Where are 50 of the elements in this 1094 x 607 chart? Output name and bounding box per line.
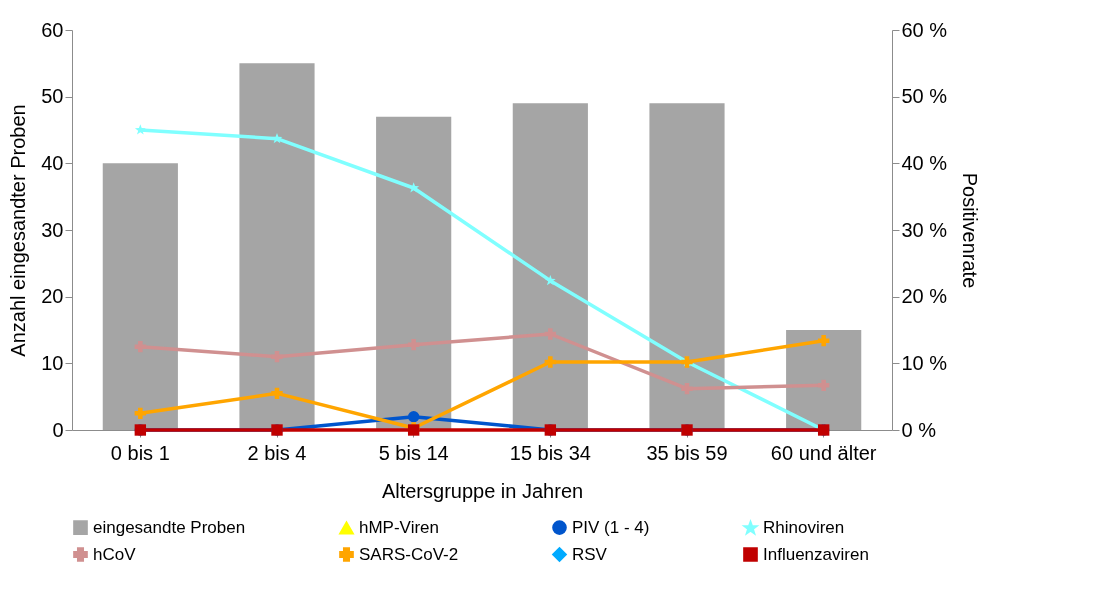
y2-tick-label: 0 % — [901, 418, 937, 441]
y2-tick-label: 10 % — [901, 351, 948, 374]
point — [817, 379, 830, 392]
legend-label: hMP-Viren — [359, 518, 439, 538]
y-tick-label: 20 — [41, 285, 64, 308]
point — [407, 338, 420, 351]
y-axis-title: Anzahl eingesandter Proben — [7, 104, 30, 357]
bar — [376, 116, 452, 430]
y2-tick-label: 50 % — [901, 85, 948, 108]
y2-tick-label: 40 % — [901, 151, 948, 174]
y2-tick-label: 60 % — [901, 18, 948, 41]
legend-label: SARS-CoV-2 — [359, 544, 459, 564]
bar — [786, 330, 862, 430]
point — [134, 340, 147, 353]
point — [134, 407, 147, 420]
bar — [239, 63, 315, 430]
bar — [649, 103, 725, 430]
x-tick-label: 0 bis 1 — [110, 441, 170, 464]
point — [817, 334, 830, 347]
legend-label: RSV — [572, 544, 608, 564]
point — [544, 328, 557, 340]
y2-tick-label: 20 % — [901, 285, 948, 308]
x-tick-label: 2 bis 4 — [247, 441, 307, 464]
legend-label: hCoV — [93, 544, 137, 564]
y-tick-label: 0 — [52, 418, 64, 441]
bar — [102, 163, 178, 430]
point — [134, 124, 146, 135]
legend-label: eingesandte Proben — [93, 517, 246, 537]
x-tick-label: 15 bis 34 — [509, 441, 591, 464]
y2-axis-title: Positivenrate — [959, 172, 982, 289]
x-tick-label: 60 und älter — [770, 441, 877, 464]
y2-tick-label: 30 % — [901, 218, 948, 241]
y-tick-label: 10 — [41, 351, 64, 374]
legend-label: PIV (1 - 4) — [572, 517, 650, 537]
point — [407, 410, 420, 423]
x-axis-title: Altersgruppe in Jahren — [381, 479, 584, 502]
bar — [512, 103, 588, 430]
point — [271, 387, 283, 400]
point — [271, 350, 283, 363]
y-tick-label: 40 — [41, 151, 64, 174]
point — [544, 356, 557, 368]
y-tick-label: 60 — [41, 18, 64, 41]
y-tick-label: 50 — [41, 85, 64, 108]
x-tick-label: 5 bis 14 — [378, 441, 449, 464]
x-tick-label: 35 bis 59 — [646, 441, 728, 464]
legend-label: Influenzaviren — [763, 544, 869, 564]
legend-label: Rhinoviren — [763, 518, 845, 538]
point — [544, 274, 556, 286]
point — [681, 382, 693, 395]
y-tick-label: 30 — [41, 218, 64, 241]
